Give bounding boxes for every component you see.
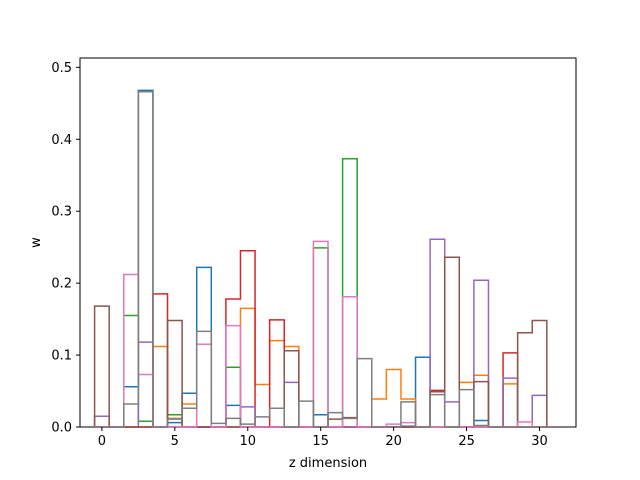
y-tick-label: 0.3 <box>51 205 72 220</box>
x-tick-label: 10 <box>239 434 256 449</box>
y-axis-label: w <box>29 237 44 248</box>
series-layer <box>93 89 562 428</box>
x-tick-label: 0 <box>98 434 106 449</box>
x-tick-label: 5 <box>171 434 179 449</box>
x-tick-label: 30 <box>531 434 548 449</box>
y-tick-label: 0.5 <box>51 61 72 76</box>
y-tick-label: 0.2 <box>51 277 72 292</box>
y-tick-label: 0.1 <box>51 349 72 364</box>
y-tick-label: 0.4 <box>51 133 72 148</box>
x-tick-label: 25 <box>458 434 475 449</box>
y-axis: 0.0 0.1 0.2 0.3 0.4 0.5 <box>51 61 80 436</box>
x-tick-label: 15 <box>312 434 329 449</box>
series-7-step-line <box>94 91 562 428</box>
y-tick-label: 0.0 <box>51 421 72 436</box>
x-axis-label: z dimension <box>289 456 367 471</box>
plot-area: 0 5 10 15 20 25 30 0.0 0.1 0.2 0.3 0.4 0.5 <box>51 57 577 449</box>
x-axis: 0 5 10 15 20 25 30 <box>98 427 548 449</box>
series-6-step-line <box>94 240 562 428</box>
x-tick-label: 20 <box>385 434 402 449</box>
